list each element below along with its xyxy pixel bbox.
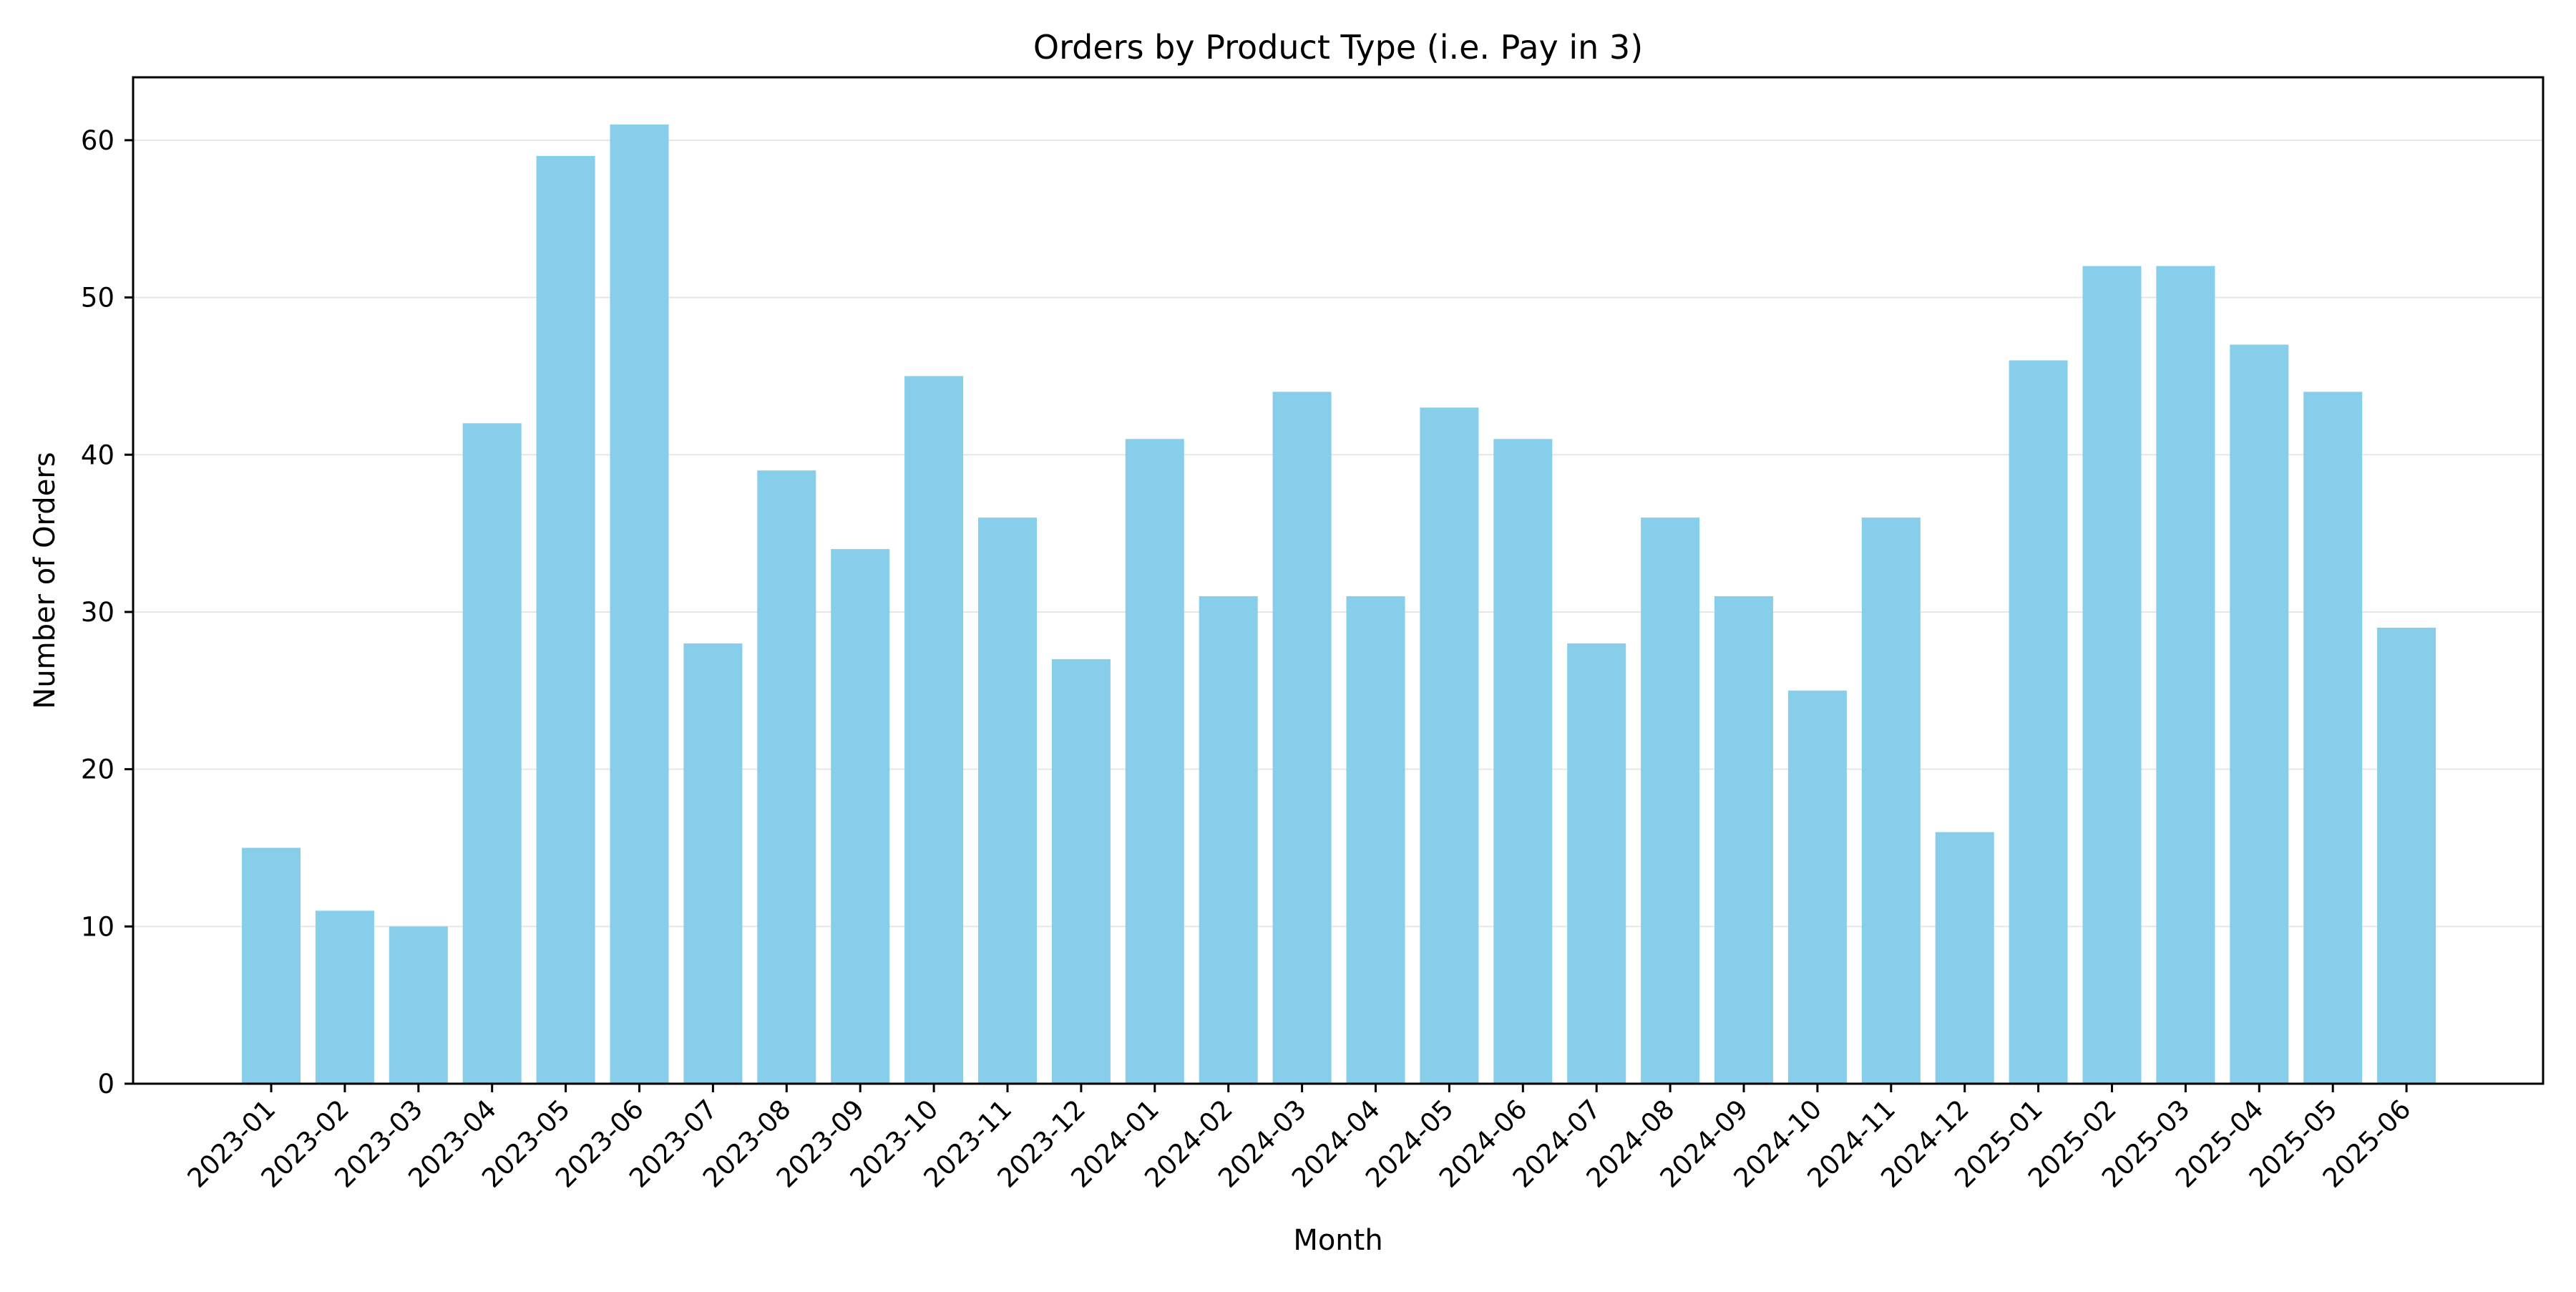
bars [242, 124, 2436, 1084]
bar-2024-04 [1346, 596, 1405, 1084]
y-axis-label: Number of Orders [29, 452, 62, 709]
bar-2024-05 [1420, 407, 1479, 1084]
bar-2024-11 [1861, 518, 1921, 1084]
y-tick-label: 30 [81, 597, 114, 628]
bar-2023-04 [462, 423, 522, 1084]
y-axis-ticks: 0 10 20 30 40 50 60 [81, 125, 133, 1099]
bar-2024-12 [1935, 832, 1994, 1084]
bar-2025-01 [2009, 360, 2068, 1084]
bar-2023-02 [315, 910, 374, 1084]
y-tick-label: 0 [97, 1069, 114, 1099]
bar-2025-03 [2156, 266, 2215, 1084]
x-axis-ticks: 2023-012023-022023-032023-042023-052023-… [182, 1084, 2416, 1194]
bar-2024-01 [1125, 439, 1184, 1084]
bar-2024-02 [1199, 596, 1258, 1084]
x-axis-label: Month [1293, 1224, 1382, 1257]
bar-2023-05 [536, 155, 595, 1084]
bar-2024-10 [1787, 690, 1847, 1084]
bar-2023-11 [978, 518, 1037, 1084]
bar-2024-06 [1493, 439, 1553, 1084]
plot-frame [132, 76, 2545, 1085]
bar-2023-07 [683, 643, 743, 1084]
gridlines [133, 139, 2543, 928]
bar-2023-03 [389, 926, 448, 1084]
bar-2024-03 [1272, 392, 1332, 1084]
bar-2024-09 [1714, 596, 1773, 1084]
bar-2023-09 [831, 549, 890, 1084]
bar-2023-10 [904, 376, 964, 1084]
bar-2024-08 [1641, 518, 1700, 1084]
bar-2023-01 [242, 847, 301, 1084]
bar-2023-12 [1051, 659, 1111, 1084]
y-tick-label: 20 [81, 754, 114, 785]
bar-2025-05 [2303, 392, 2363, 1084]
bar-2025-06 [2377, 627, 2436, 1084]
y-tick-label: 10 [81, 911, 114, 942]
bar-2025-04 [2230, 344, 2289, 1084]
y-tick-label: 60 [81, 125, 114, 156]
bar-2023-08 [757, 470, 816, 1084]
bar-2025-02 [2082, 266, 2142, 1084]
y-tick-label: 40 [81, 439, 114, 470]
chart-title: Orders by Product Type (i.e. Pay in 3) [1033, 28, 1643, 67]
bar-2024-07 [1567, 643, 1626, 1084]
bar-2023-06 [610, 124, 669, 1084]
y-tick-label: 50 [81, 283, 114, 314]
